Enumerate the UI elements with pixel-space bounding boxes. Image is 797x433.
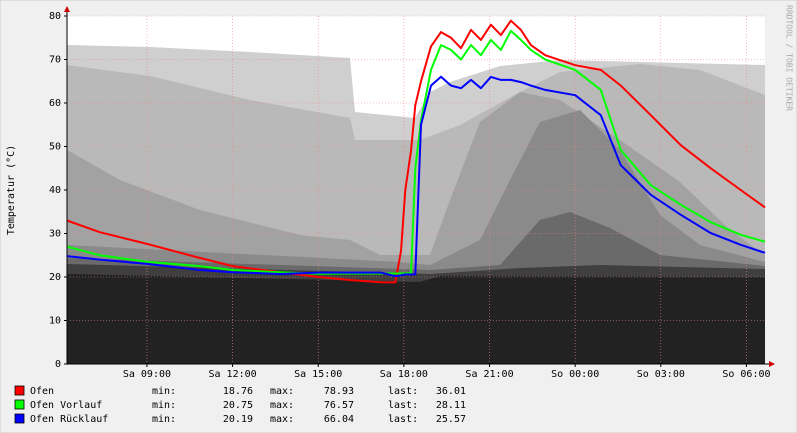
y-tick-label: 30 (49, 229, 61, 240)
stat-value: 66.04 (324, 414, 354, 425)
stat-label: last: (388, 414, 418, 425)
stat-value: 25.57 (436, 414, 466, 425)
stat-label: max: (270, 386, 294, 397)
y-axis-label: Temperatur (°C) (6, 145, 17, 235)
stat-label: min: (152, 386, 176, 397)
x-tick-label: Sa 15:00 (294, 369, 342, 380)
stat-value: 76.57 (324, 400, 354, 411)
x-tick-label: So 06:00 (722, 369, 770, 380)
lines (66, 19, 766, 284)
legend-swatch (14, 385, 25, 396)
legend: Ofen min: 18.76 max: 78.93 last: 36.01 Ofen Vor… (14, 385, 466, 425)
y-tick-label: 70 (49, 55, 61, 66)
x-tick-label: So 00:00 (551, 369, 599, 380)
y-tick-label: 60 (49, 98, 61, 109)
series-line (66, 75, 766, 278)
y-arrow (64, 6, 70, 12)
x-tick-label: So 03:00 (637, 369, 685, 380)
legend-swatch (14, 399, 25, 410)
stat-value: 36.01 (436, 386, 466, 397)
watermark: RRDTOOL / TOBI OETIKER (785, 5, 794, 111)
y-tick-label: 0 (55, 359, 61, 370)
stat-value: 20.75 (223, 400, 253, 411)
x-tick-label: Sa 09:00 (123, 369, 171, 380)
stat-label: last: (388, 386, 418, 397)
stat-label: max: (270, 400, 294, 411)
y-tick-label: 20 (49, 272, 61, 283)
legend-label: Ofen Vorlauf (30, 400, 102, 411)
stat-value: 28.11 (436, 400, 466, 411)
x-arrow (769, 361, 775, 367)
stat-label: max: (270, 414, 294, 425)
legend-label: Ofen Rücklauf (30, 414, 108, 425)
series-line (66, 19, 766, 284)
stat-value: 18.76 (223, 386, 253, 397)
x-tick-label: Sa 18:00 (380, 369, 428, 380)
x-tick-label: Sa 21:00 (465, 369, 513, 380)
y-tick-label: 80 (49, 11, 61, 22)
stat-label: min: (152, 400, 176, 411)
legend-label: Ofen (30, 386, 54, 397)
y-tick-label: 50 (49, 142, 61, 153)
stat-label: last: (388, 400, 418, 411)
y-tick-label: 10 (49, 316, 61, 327)
x-tick-label: Sa 12:00 (208, 369, 256, 380)
legend-swatch (14, 413, 25, 424)
stat-value: 78.93 (324, 386, 354, 397)
y-tick-label: 40 (49, 185, 61, 196)
stat-label: min: (152, 414, 176, 425)
background-bands (67, 45, 765, 364)
stat-value: 20.19 (223, 414, 253, 425)
